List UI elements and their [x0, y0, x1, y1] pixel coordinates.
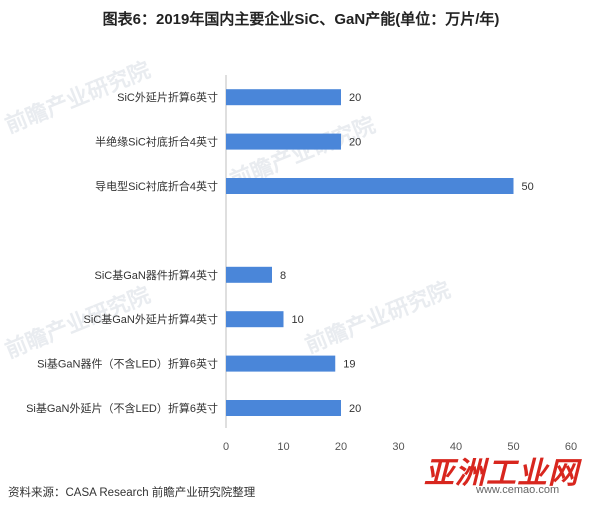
- category-label: SiC外延片折算6英寸: [117, 90, 218, 104]
- x-tick-label: 40: [450, 441, 462, 453]
- category-label: 导电型SiC衬底折合4英寸: [95, 179, 218, 193]
- data-label: 20: [349, 92, 361, 104]
- chart-title: 图表6：2019年国内主要企业SiC、GaN产能(单位：万片/年): [102, 11, 500, 28]
- x-tick-label: 0: [223, 441, 229, 453]
- site-logo: 亚洲工业网: [424, 457, 579, 490]
- category-label: 半绝缘SiC衬底折合4英寸: [95, 135, 218, 149]
- category-label: Si基GaN外延片（不含LED）折算6英寸: [26, 401, 218, 415]
- category-label: SiC基GaN外延片折算4英寸: [84, 312, 218, 326]
- bar: [226, 178, 514, 194]
- x-tick-label: 10: [277, 441, 289, 453]
- x-tick-label: 30: [392, 441, 404, 453]
- bar: [226, 311, 284, 328]
- site-url: www.cemao.com: [476, 484, 560, 496]
- data-label: 20: [349, 403, 361, 415]
- data-label: 8: [280, 270, 286, 282]
- data-label: 10: [292, 314, 304, 326]
- data-label: 20: [349, 137, 361, 149]
- x-tick-label: 20: [335, 441, 347, 453]
- bar: [226, 266, 272, 283]
- data-label: 19: [343, 359, 355, 371]
- bar: [226, 400, 341, 416]
- bar: [226, 89, 341, 106]
- x-tick-label: 50: [507, 441, 519, 453]
- source-note: 资料来源：CASA Research 前瞻产业研究院整理: [8, 487, 256, 499]
- bar: [226, 133, 341, 150]
- x-tick-label: 60: [565, 441, 577, 453]
- data-label: 50: [522, 181, 534, 193]
- bar: [226, 355, 336, 372]
- category-label: SiC基GaN器件折算4英寸: [95, 268, 218, 282]
- category-label: Si基GaN器件（不含LED）折算6英寸: [37, 357, 218, 371]
